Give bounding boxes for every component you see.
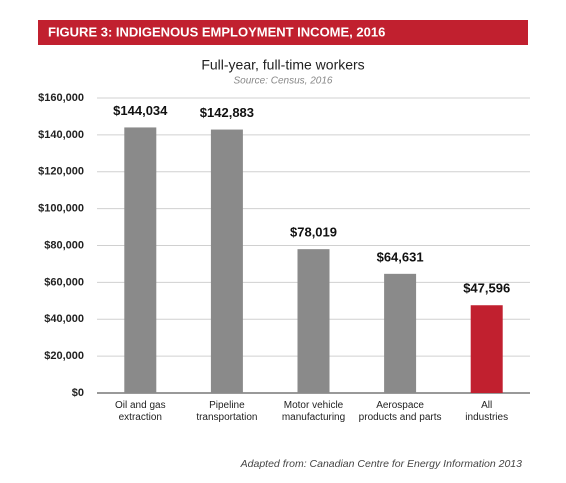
x-tick-label: Oil and gas extraction [115,400,166,423]
source: Source: Census, 2016 [234,76,333,87]
y-tick-label: $20,000 [44,350,84,362]
y-tick-label: $0 [72,387,84,399]
value-label: $47,596 [463,281,510,296]
y-tick-label: $60,000 [44,276,84,288]
value-label: $78,019 [290,225,337,240]
y-tick-label: $40,000 [44,313,84,325]
y-tick-label: $80,000 [44,239,84,251]
y-tick-label: $120,000 [38,166,84,178]
footnote: Adapted from: Canadian Centre for Energy… [240,458,522,470]
y-tick-label: $100,000 [38,203,84,215]
y-tick-label: $160,000 [38,92,84,104]
bar [124,127,157,393]
value-label: $144,034 [113,103,168,118]
value-label: $142,883 [200,105,254,120]
subtitle: Full-year, full-time workers [201,57,364,73]
x-tick-label: All industries [465,400,509,423]
title-banner [38,20,528,45]
bar [297,249,330,393]
x-tick-label: Aerospace products and parts [358,400,442,423]
chart-title: FIGURE 3: INDIGENOUS EMPLOYMENT INCOME, … [48,24,385,39]
bar [384,273,417,393]
x-tick-label: Motor vehicle manufacturing [281,400,346,423]
bar [470,305,503,393]
bar [210,129,243,394]
x-tick-label: Pipeline transportation [196,400,258,423]
y-tick-label: $140,000 [38,129,84,141]
value-label: $64,631 [377,249,424,264]
